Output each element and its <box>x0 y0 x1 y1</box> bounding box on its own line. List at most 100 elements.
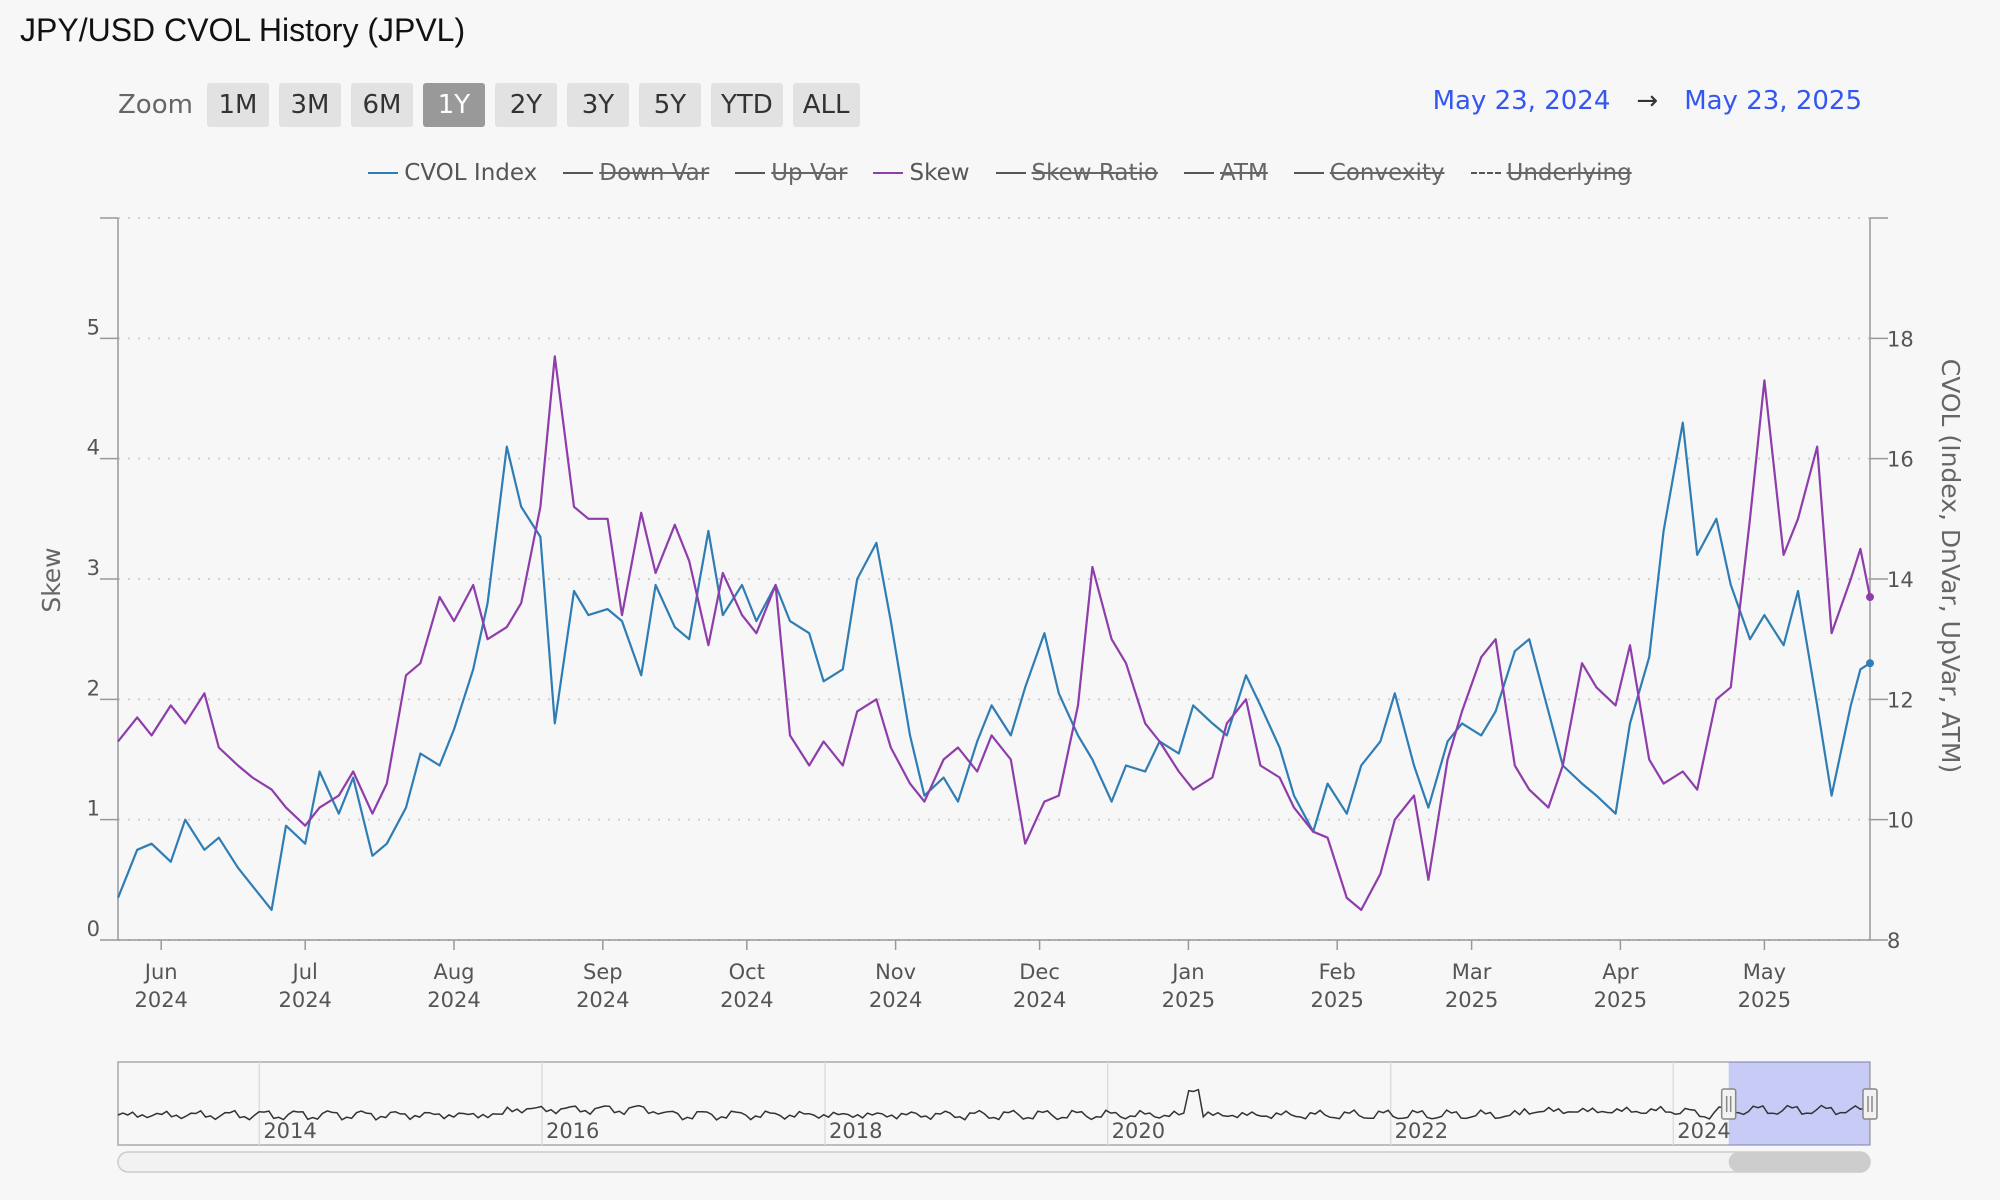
legend-label: Convexity <box>1329 160 1445 186</box>
chart-legend: CVOL Index Down Var Up Var Skew Skew Ratio AT… <box>0 160 2000 186</box>
right-tick-label: 16 <box>1887 448 1914 472</box>
legend-label: Up Var <box>771 160 848 186</box>
x-tick-label-year: 2024 <box>720 988 773 1012</box>
series-line-cvol-index <box>116 421 1871 912</box>
navigator-series-line <box>117 1088 1871 1121</box>
left-tick-label: 5 <box>87 315 100 339</box>
zoom-all-button[interactable]: ALL <box>792 83 860 127</box>
navigator-scrollbar-track <box>117 1151 1871 1173</box>
legend-item-skew[interactable]: Skew <box>873 160 970 186</box>
x-tick-label-month: Feb <box>1319 960 1356 984</box>
right-tick-label: 12 <box>1887 688 1914 712</box>
series-end-marker <box>1866 659 1874 668</box>
x-tick-label-year: 2024 <box>134 988 187 1012</box>
x-tick-label-month: Aug <box>433 960 474 984</box>
legend-swatch <box>1183 172 1214 174</box>
x-tick-label-month: Jun <box>143 960 178 984</box>
x-tick-label-month: Jul <box>291 960 318 984</box>
range-arrow-icon: → <box>1636 86 1659 116</box>
navigator-right-handle <box>1862 1088 1878 1120</box>
x-tick-label-year: 2024 <box>427 988 480 1012</box>
navigator-year-label: 2018 <box>829 1119 882 1143</box>
navigator-year-label: 2024 <box>1677 1119 1730 1143</box>
date-range: May 23, 2024 → May 23, 2025 <box>1433 86 1862 116</box>
legend-label: ATM <box>1219 160 1268 186</box>
series-line-skew <box>117 355 1872 912</box>
legend-swatch <box>1293 172 1324 174</box>
zoom-1m-button[interactable]: 1M <box>206 83 269 127</box>
range-from-input[interactable]: May 23, 2024 <box>1432 86 1611 116</box>
left-tick-label: 1 <box>87 797 100 821</box>
legend-label: Skew Ratio <box>1031 160 1158 186</box>
right-tick-label: 18 <box>1887 327 1914 351</box>
left-axis-title: Skew <box>37 547 66 612</box>
navigator: 2014 2016 2018 2020 2022 2024 <box>117 1061 1878 1173</box>
navigator-selection <box>1728 1062 1870 1145</box>
navigator-year-label: 2014 <box>263 1119 316 1143</box>
navigator-year-label: 2022 <box>1395 1119 1448 1143</box>
x-tick-label-year: 2025 <box>1445 988 1498 1012</box>
x-tick-label-month: May <box>1743 960 1786 984</box>
x-tick-label-month: Jan <box>1170 960 1204 984</box>
zoom-5y-button[interactable]: 5Y <box>638 83 701 127</box>
legend-swatch <box>995 172 1026 174</box>
navigator-year-label: 2016 <box>546 1119 599 1143</box>
right-tick-label: 8 <box>1887 929 1900 953</box>
series-end-marker <box>1866 593 1874 602</box>
legend-item-up-var[interactable]: Up Var <box>735 160 847 186</box>
x-tick-label-month: Dec <box>1019 960 1060 984</box>
x-tick-label-year: 2024 <box>576 988 629 1012</box>
navigator-scrollbar-thumb <box>1728 1152 1870 1172</box>
left-tick-label: 3 <box>87 556 100 580</box>
zoom-1y-button[interactable]: 1Y <box>422 83 485 127</box>
zoom-3y-button[interactable]: 3Y <box>566 83 629 127</box>
range-to-input[interactable]: May 23, 2025 <box>1684 86 1862 116</box>
legend-swatch <box>1470 172 1501 174</box>
navigator-year-label: 2020 <box>1112 1119 1165 1143</box>
x-tick-label-month: Oct <box>729 960 765 984</box>
series-lines <box>116 355 1874 912</box>
legend-item-cvol-index[interactable]: CVOL Index <box>368 160 537 186</box>
x-tick-label-month: Apr <box>1602 960 1639 984</box>
legend-swatch <box>368 172 399 174</box>
legend-swatch <box>873 172 904 174</box>
zoom-3m-button[interactable]: 3M <box>278 83 341 127</box>
right-axis-title: CVOL (Index, DnVar, UpVar, ATM) <box>1936 359 1965 773</box>
x-tick-label-month: Nov <box>875 960 916 984</box>
navigator-frame <box>117 1061 1871 1146</box>
legend-swatch <box>735 172 766 174</box>
grid-lines <box>118 217 1870 941</box>
legend-item-underlying[interactable]: Underlying <box>1470 160 1632 186</box>
legend-item-skew-ratio[interactable]: Skew Ratio <box>995 160 1158 186</box>
legend-label: Skew <box>909 160 970 186</box>
x-tick-label-year: 2024 <box>1013 988 1066 1012</box>
legend-label: Down Var <box>599 160 710 186</box>
legend-item-atm[interactable]: ATM <box>1183 160 1268 186</box>
left-tick-label: 2 <box>87 676 100 700</box>
x-tick-label-year: 2025 <box>1594 988 1647 1012</box>
x-tick-label-year: 2024 <box>869 988 922 1012</box>
x-tick-label-year: 2025 <box>1738 988 1791 1012</box>
left-tick-label: 0 <box>87 917 100 941</box>
legend-swatch <box>563 172 594 174</box>
x-tick-label-year: 2025 <box>1162 988 1215 1012</box>
x-tick-label-year: 2024 <box>278 988 331 1012</box>
zoom-ytd-button[interactable]: YTD <box>710 83 783 127</box>
zoom-label: Zoom <box>118 90 193 120</box>
legend-label: Underlying <box>1506 160 1632 186</box>
right-tick-label: 14 <box>1887 568 1914 592</box>
zoom-6m-button[interactable]: 6M <box>350 83 413 127</box>
legend-label: CVOL Index <box>404 160 538 186</box>
left-tick-label: 4 <box>87 436 100 460</box>
right-tick-label: 10 <box>1887 809 1914 833</box>
x-tick-label-year: 2025 <box>1310 988 1363 1012</box>
legend-item-convexity[interactable]: Convexity <box>1293 160 1445 186</box>
zoom-bar: Zoom 1M 3M 6M 1Y 2Y 3Y 5Y YTD ALL <box>118 83 860 127</box>
legend-item-down-var[interactable]: Down Var <box>563 160 709 186</box>
x-tick-label-month: Mar <box>1452 960 1492 984</box>
x-tick-label-month: Sep <box>583 960 623 984</box>
zoom-2y-button[interactable]: 2Y <box>494 83 557 127</box>
navigator-left-handle <box>1720 1088 1737 1120</box>
page-title: JPY/USD CVOL History (JPVL) <box>20 12 466 48</box>
